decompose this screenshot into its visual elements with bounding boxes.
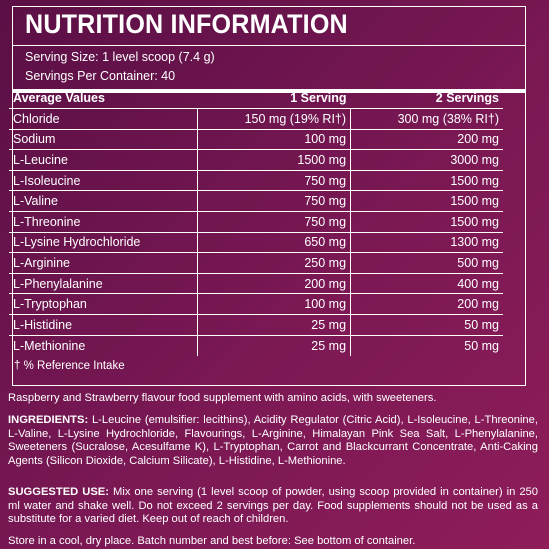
value-2-servings: 200 mg xyxy=(350,293,503,316)
serving-info: Serving Size: 1 level scoop (7.4 g) Serv… xyxy=(25,48,215,86)
ingredients-label: INGREDIENTS: xyxy=(8,414,89,426)
value-1-serving: 1500 mg xyxy=(196,149,352,171)
nutrient-name: L-Arginine xyxy=(9,252,198,274)
nutrient-name: L-Histidine xyxy=(9,314,198,336)
nutrient-name: L-Phenylalanine xyxy=(9,272,198,295)
value-2-servings: 1500 mg xyxy=(350,190,503,213)
nutrient-name: L-Valine xyxy=(9,190,198,213)
header-1-serving: 1 Serving xyxy=(197,88,351,110)
header-2-servings: 2 Servings xyxy=(350,88,503,110)
table-header-row: Average Values 1 Serving 2 Servings xyxy=(9,88,503,110)
table-row: L-Phenylalanine 200 mg 400 mg xyxy=(9,272,503,295)
nutrient-name: Chloride xyxy=(9,108,198,130)
value-1-serving: 200 mg xyxy=(196,272,352,295)
table-row: L-Lysine Hydrochloride 650 mg 1300 mg xyxy=(9,231,503,254)
table-row: L-Leucine 1500 mg 3000 mg xyxy=(9,149,503,171)
value-2-servings: 50 mg xyxy=(350,334,503,356)
value-1-serving: 250 mg xyxy=(196,252,352,274)
value-2-servings: 50 mg xyxy=(350,314,503,336)
table-row: L-Arginine 250 mg 500 mg xyxy=(9,252,503,274)
ingredients-text: L-Leucine (emulsifier: lecithins), Acidi… xyxy=(8,414,538,467)
nutrient-name: L-Threonine xyxy=(9,211,198,233)
value-1-serving: 750 mg xyxy=(196,211,352,233)
storage-instructions: Store in a cool, dry place. Batch number… xyxy=(8,535,416,547)
nutrition-panel: NUTRITION INFORMATION Serving Size: 1 le… xyxy=(12,6,526,386)
value-2-servings: 1500 mg xyxy=(350,169,503,192)
ingredients: INGREDIENTS: L-Leucine (emulsifier: leci… xyxy=(8,414,538,468)
nutrient-name: L-Leucine xyxy=(9,149,198,171)
nutrient-name: Sodium xyxy=(9,128,198,151)
value-2-servings: 400 mg xyxy=(350,272,503,295)
serving-size: Serving Size: 1 level scoop (7.4 g) xyxy=(25,50,215,64)
table-row: L-Isoleucine 750 mg 1500 mg xyxy=(9,169,503,192)
table-row: L-Histidine 25 mg 50 mg xyxy=(9,314,503,336)
product-description: Raspberry and Strawberry flavour food su… xyxy=(8,392,437,404)
table-row: Chloride 150 mg (19% RI†) 300 mg (38% RI†) xyxy=(9,108,503,130)
table-row: Sodium 100 mg 200 mg xyxy=(9,128,503,151)
reference-intake-note: † % Reference Intake xyxy=(14,360,125,372)
value-1-serving: 25 mg xyxy=(196,334,352,356)
nutrient-name: L-Isoleucine xyxy=(9,169,198,192)
panel-title: NUTRITION INFORMATION xyxy=(25,9,348,39)
suggested-use-text: Mix one serving (1 level scoop of powder… xyxy=(8,486,538,526)
value-2-servings: 3000 mg xyxy=(350,149,503,171)
value-1-serving: 750 mg xyxy=(196,169,352,192)
header-average-values: Average Values xyxy=(9,88,198,110)
value-1-serving: 750 mg xyxy=(196,190,352,213)
servings-per-container: Servings Per Container: 40 xyxy=(25,69,176,83)
value-2-servings: 300 mg (38% RI†) xyxy=(350,108,503,130)
value-1-serving: 150 mg (19% RI†) xyxy=(196,108,352,130)
suggested-use-label: SUGGESTED USE: xyxy=(8,486,109,498)
table-row: L-Threonine 750 mg 1500 mg xyxy=(9,211,503,233)
nutrient-name: L-Tryptophan xyxy=(9,293,198,316)
nutrient-name: L-Lysine Hydrochloride xyxy=(9,231,198,254)
value-1-serving: 25 mg xyxy=(196,314,352,336)
table-row: L-Valine 750 mg 1500 mg xyxy=(9,190,503,213)
table-row: L-Tryptophan 100 mg 200 mg xyxy=(9,293,503,316)
value-1-serving: 650 mg xyxy=(196,231,352,254)
nutrition-table: Average Values 1 Serving 2 Servings Chlo… xyxy=(9,88,503,356)
value-2-servings: 1300 mg xyxy=(350,231,503,254)
value-1-serving: 100 mg xyxy=(196,128,352,151)
value-2-servings: 1500 mg xyxy=(350,211,503,233)
value-2-servings: 200 mg xyxy=(350,128,503,151)
value-1-serving: 100 mg xyxy=(196,293,352,316)
nutrient-name: L-Methionine xyxy=(9,334,198,356)
suggested-use: SUGGESTED USE: Mix one serving (1 level … xyxy=(8,486,538,527)
title-divider xyxy=(13,45,525,46)
table-row: L-Methionine 25 mg 50 mg xyxy=(9,334,503,356)
value-2-servings: 500 mg xyxy=(350,252,503,274)
